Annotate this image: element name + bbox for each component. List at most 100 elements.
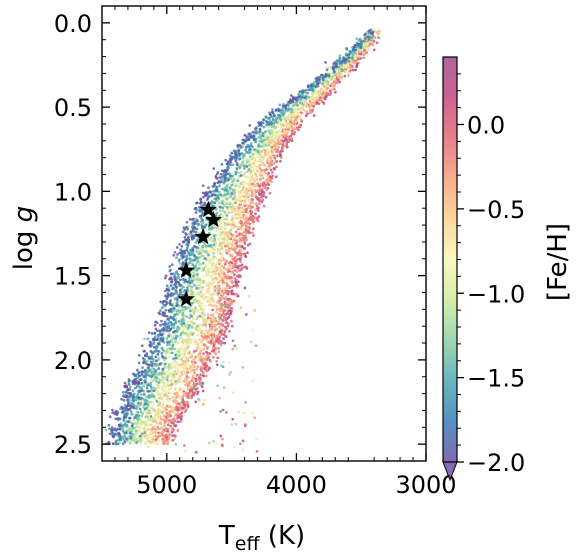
scatter-point bbox=[139, 393, 143, 396]
scatter-point bbox=[166, 341, 169, 344]
scatter-point bbox=[215, 360, 218, 363]
scatter-point bbox=[235, 237, 239, 241]
scatter-point bbox=[186, 346, 190, 349]
scatter-point bbox=[219, 193, 223, 197]
scatter-point bbox=[294, 106, 298, 110]
scatter-point bbox=[227, 211, 231, 215]
scatter-point bbox=[247, 294, 251, 298]
scatter-point bbox=[174, 386, 177, 390]
scatter-point bbox=[219, 235, 223, 239]
scatter-point bbox=[192, 313, 196, 316]
scatter-point bbox=[252, 234, 255, 237]
scatter-point bbox=[207, 330, 210, 333]
scatter-point bbox=[266, 136, 270, 140]
scatter-point bbox=[255, 169, 259, 173]
scatter-point bbox=[278, 133, 282, 136]
scatter-point bbox=[257, 184, 260, 188]
scatter-point bbox=[224, 244, 227, 248]
scatter-point bbox=[241, 365, 245, 369]
scatter-point bbox=[251, 153, 255, 156]
scatter-point bbox=[314, 85, 318, 88]
scatter-point bbox=[149, 441, 152, 445]
scatter-point bbox=[198, 208, 201, 212]
scatter-point bbox=[236, 206, 240, 209]
scatter-point bbox=[248, 174, 252, 177]
scatter-point bbox=[165, 284, 169, 288]
scatter-point bbox=[255, 437, 259, 441]
scatter-point bbox=[175, 366, 178, 370]
scatter-point bbox=[243, 187, 247, 190]
scatter-point bbox=[212, 356, 215, 359]
scatter-point bbox=[238, 245, 242, 249]
scatter-point bbox=[181, 362, 185, 366]
scatter-point bbox=[187, 386, 191, 389]
scatter-point bbox=[240, 179, 244, 183]
scatter-point bbox=[221, 253, 224, 256]
scatter-point bbox=[234, 250, 237, 254]
scatter-point bbox=[208, 352, 212, 355]
scatter-point bbox=[164, 428, 168, 431]
scatter-point bbox=[154, 369, 158, 372]
scatter-point bbox=[362, 39, 365, 43]
scatter-point bbox=[286, 130, 290, 134]
scatter-point bbox=[242, 167, 246, 170]
scatter-point bbox=[219, 260, 223, 264]
scatter-point bbox=[270, 122, 273, 126]
scatter-point bbox=[256, 182, 259, 185]
scatter-point bbox=[239, 249, 243, 253]
scatter-point bbox=[168, 431, 171, 435]
scatter-point bbox=[221, 215, 225, 219]
scatter-point bbox=[204, 328, 208, 332]
scatter-point bbox=[233, 445, 236, 449]
scatter-point bbox=[137, 401, 141, 405]
scatter-point bbox=[224, 318, 228, 322]
scatter-point bbox=[191, 317, 195, 321]
scatter-point bbox=[231, 269, 235, 273]
scatter-point bbox=[219, 276, 223, 279]
scatter-point bbox=[139, 396, 142, 400]
scatter-point bbox=[279, 140, 283, 144]
scatter-point bbox=[148, 418, 152, 422]
scatter-point bbox=[173, 347, 177, 351]
scatter-point bbox=[242, 411, 246, 415]
scatter-point bbox=[187, 375, 190, 379]
scatter-point bbox=[320, 88, 324, 92]
scatter-point bbox=[224, 261, 228, 265]
scatter-point bbox=[184, 372, 187, 375]
scatter-point bbox=[227, 220, 230, 224]
scatter-point bbox=[173, 359, 177, 363]
scatter-point bbox=[343, 74, 347, 78]
scatter-point bbox=[192, 258, 196, 262]
scatter-point bbox=[207, 320, 211, 324]
scatter-point bbox=[165, 378, 169, 381]
scatter-point bbox=[200, 384, 204, 388]
scatter-point bbox=[219, 242, 223, 245]
scatter-point bbox=[240, 189, 243, 193]
scatter-point bbox=[271, 171, 274, 174]
scatter-point bbox=[354, 48, 358, 52]
scatter-point bbox=[182, 387, 186, 391]
scatter-point bbox=[202, 268, 205, 272]
scatter-point bbox=[197, 347, 201, 351]
scatter-point bbox=[222, 242, 226, 246]
scatter-point bbox=[138, 407, 142, 411]
scatter-point bbox=[258, 187, 262, 191]
scatter-point bbox=[278, 151, 282, 155]
scatter-point bbox=[256, 150, 260, 154]
scatter-point bbox=[200, 289, 204, 292]
scatter-point bbox=[261, 134, 265, 138]
scatter-point bbox=[223, 330, 227, 333]
scatter-point bbox=[210, 354, 213, 357]
scatter-point bbox=[224, 197, 228, 201]
scatter-point bbox=[231, 248, 235, 251]
scatter-point bbox=[372, 48, 376, 52]
scatter-point bbox=[300, 96, 304, 99]
scatter-point bbox=[376, 34, 380, 37]
scatter-point bbox=[107, 423, 111, 427]
scatter-point bbox=[168, 343, 172, 347]
scatter-point bbox=[208, 318, 211, 321]
scatter-point bbox=[208, 282, 212, 286]
scatter-point bbox=[239, 182, 243, 185]
scatter-point bbox=[238, 257, 242, 261]
scatter-point bbox=[209, 293, 213, 297]
